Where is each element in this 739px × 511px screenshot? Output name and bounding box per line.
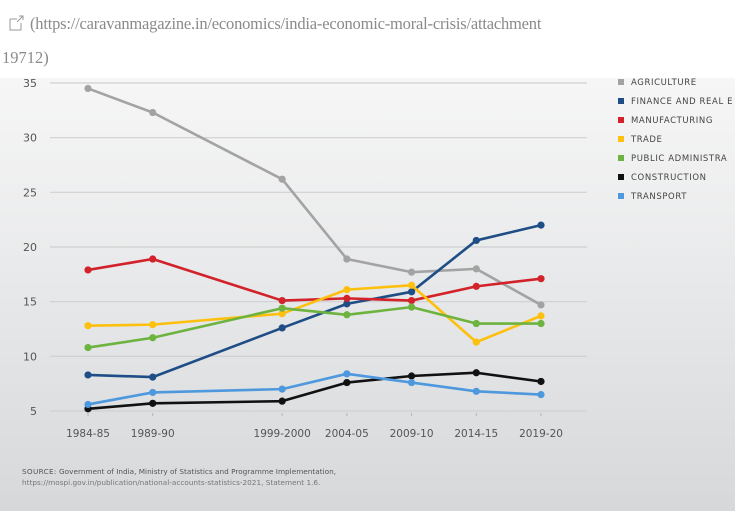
data-point [537,319,545,328]
data-point [84,400,92,409]
y-tick-label: 35 [23,78,37,90]
legend-label: MANUFACTURING [631,116,714,126]
data-point [537,377,545,386]
external-link-icon [9,15,24,31]
legend-item: FINANCE AND REAL E [618,97,733,111]
x-tick-label: 2004-05 [325,428,369,440]
data-point [84,266,92,274]
line-chart: 5 10 15 20 25 30 35 1984-85 1989-90 1999-2000 2004… [23,78,587,440]
data-point [537,275,545,283]
data-point [278,296,286,305]
data-point [278,310,286,318]
data-point [343,286,351,294]
data-point [84,322,92,330]
data-point [278,397,286,405]
y-tick-label: 25 [23,186,37,199]
data-point [407,372,416,380]
data-point [472,369,480,377]
source-url[interactable]: https://mospi.gov.in/publication/nationa… [22,478,321,487]
data-point [407,296,416,305]
x-tick-label: 2009-10 [390,428,434,440]
data-point [84,343,92,352]
data-point [149,388,157,397]
data-point [472,319,480,328]
data-point [278,385,286,393]
chart-image: 5 10 15 20 25 30 35 1984-85 1989-90 1999-2000 2004… [0,78,735,511]
data-point [149,373,157,381]
data-point [149,255,157,263]
data-point [537,221,545,229]
data-point [343,300,351,308]
x-tick-label: 1984-85 [66,428,110,440]
data-point [472,236,480,245]
data-point [278,175,286,183]
data-point [537,301,545,309]
legend-item: AGRICULTURE [618,78,697,92]
data-point [84,84,92,93]
legend-swatch [618,174,624,180]
y-tick-label: 20 [23,241,37,254]
data-point [407,281,416,289]
link-url-line2[interactable]: 19712) [2,48,49,67]
data-point [149,108,157,117]
x-tick-label: 1999-2000 [254,428,311,440]
y-tick-label: 30 [23,132,37,145]
legend-swatch [618,79,624,85]
data-point [343,294,351,302]
legend-swatch [618,136,624,142]
series-line-manufacturing [87,257,542,302]
data-point [537,312,545,320]
link-url-line1[interactable]: (https://caravanmagazine.in/economics/in… [30,14,542,33]
data-point [149,321,157,329]
attachment-link[interactable]: (https://caravanmagazine.in/economics/in… [8,14,541,34]
legend-swatch [618,155,624,161]
series-line-trade [87,283,542,344]
legend-label: TRADE [631,135,663,145]
data-point [149,399,157,407]
data-point [407,378,416,387]
y-tick-label: 15 [23,296,37,309]
legend-item: CONSTRUCTION [618,173,707,187]
data-point [278,304,286,312]
data-point [472,265,480,273]
source-label: SOURCE: [22,467,57,476]
y-tick-label: 5 [30,405,37,418]
x-tick-label: 2014-15 [454,428,498,440]
data-point [472,338,480,346]
y-tick-label: 10 [23,350,37,363]
data-point [537,391,545,399]
data-point [278,324,286,332]
data-point [343,255,351,263]
data-point [407,268,416,276]
data-point [407,288,416,296]
legend-label: FINANCE AND REAL E [631,97,734,107]
legend-swatch [618,98,624,104]
legend-item: TRADE [618,135,662,149]
data-point [343,311,351,319]
x-tick-label: 2019-20 [519,428,563,440]
data-point [407,303,416,311]
data-point [84,371,92,379]
series-line-agriculture [87,87,542,307]
data-point [149,334,157,342]
legend-label: AGRICULTURE [631,78,697,88]
legend-item: PUBLIC ADMINISTRA [618,154,727,168]
legend-swatch [618,117,624,123]
data-point [472,282,480,290]
data-point [343,370,351,378]
data-point [472,387,480,395]
data-point [343,378,351,387]
x-tick-label: 1989-90 [131,428,175,440]
legend-item: MANUFACTURING [618,116,713,130]
legend-item: TRANSPORT [618,192,687,206]
legend-label: CONSTRUCTION [631,173,707,183]
legend-label: PUBLIC ADMINISTRA [631,154,728,164]
legend-label: TRANSPORT [631,192,688,202]
source-text: Government of India, Ministry of Statist… [59,467,337,476]
legend-swatch [618,193,624,199]
chart-source: SOURCE: Government of India, Ministry of… [22,466,336,488]
